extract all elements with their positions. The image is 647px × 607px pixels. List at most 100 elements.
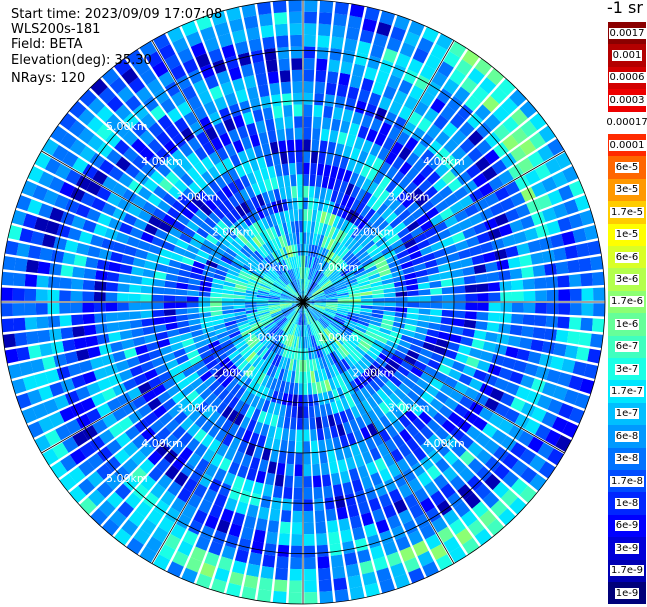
range-gate	[230, 383, 242, 396]
range-gate	[170, 64, 187, 81]
range-gate	[379, 121, 392, 137]
range-gate	[365, 330, 378, 339]
range-gate	[113, 465, 130, 482]
range-gate	[574, 194, 590, 212]
range-gate	[558, 303, 571, 315]
range-gate	[134, 171, 150, 186]
range-gate	[408, 477, 423, 493]
range-gate	[259, 347, 269, 359]
range-gate	[392, 419, 405, 434]
range-gate	[294, 220, 300, 233]
range-gate	[174, 179, 188, 193]
range-gate	[360, 236, 372, 248]
range-gate	[270, 287, 282, 294]
range-gate	[59, 277, 72, 289]
range-gate	[368, 228, 381, 240]
range-gate	[398, 339, 412, 349]
range-gate	[444, 376, 458, 389]
range-gate	[321, 415, 330, 429]
range-gate	[382, 453, 396, 468]
range-gate	[316, 58, 328, 71]
range-gate	[165, 419, 180, 433]
range-gate	[393, 316, 407, 324]
range-gate	[315, 245, 321, 258]
range-gate	[349, 299, 362, 302]
range-gate	[44, 429, 61, 447]
range-gate	[411, 207, 425, 220]
range-gate	[172, 164, 186, 179]
range-gate	[463, 410, 478, 425]
range-gate	[547, 138, 564, 156]
range-gate	[144, 260, 157, 270]
range-gate	[177, 397, 191, 411]
range-gate	[212, 278, 225, 285]
range-gate	[251, 209, 261, 222]
range-gate	[413, 263, 427, 272]
range-gate	[328, 339, 337, 351]
range-gate	[372, 232, 384, 244]
range-gate	[493, 248, 508, 261]
range-gate	[297, 244, 301, 256]
range-gate	[405, 437, 420, 452]
range-gate	[245, 293, 258, 297]
range-gate	[407, 290, 419, 297]
range-gate	[214, 21, 230, 37]
range-gate	[38, 416, 55, 433]
range-gate	[484, 397, 500, 412]
range-gate	[332, 376, 341, 389]
range-gate	[86, 408, 102, 424]
range-gate	[139, 130, 155, 146]
range-gate	[364, 582, 380, 598]
range-gate	[266, 364, 275, 377]
range-gate	[381, 245, 394, 256]
range-gate	[155, 263, 169, 273]
range-gate	[121, 254, 135, 266]
range-gate	[345, 26, 360, 41]
range-gate	[410, 187, 424, 201]
range-gate	[337, 131, 348, 145]
range-gate	[316, 273, 325, 284]
range-gate	[339, 180, 349, 194]
range-gate	[117, 501, 135, 518]
start-time-label: Start time: 2023/09/09 17:07:08	[11, 7, 223, 22]
range-gate	[405, 167, 420, 181]
range-gate	[113, 58, 132, 76]
range-gate	[115, 360, 130, 372]
range-gate	[290, 221, 296, 234]
colorbar-tick: 3e-8	[608, 447, 646, 470]
range-gate	[449, 113, 466, 129]
range-gate	[30, 230, 45, 246]
range-gate	[282, 345, 289, 358]
range-gate	[336, 374, 345, 387]
range-gate	[283, 416, 291, 430]
range-gate	[371, 198, 383, 212]
range-gate	[398, 443, 412, 458]
range-gate	[491, 159, 508, 175]
range-gate	[251, 273, 263, 281]
range-gate	[186, 302, 199, 308]
range-gate	[59, 290, 71, 302]
range-gate	[228, 423, 240, 437]
range-gate	[404, 95, 419, 111]
range-gate	[280, 296, 292, 300]
range-gate	[269, 308, 281, 313]
range-gate	[275, 23, 288, 37]
range-gate	[383, 306, 396, 312]
range-gate	[21, 180, 38, 197]
range-gate	[233, 291, 246, 296]
range-gate	[451, 231, 466, 244]
range-gate	[155, 442, 171, 457]
range-gate	[331, 364, 340, 377]
range-gate	[310, 221, 316, 234]
range-gate	[267, 271, 278, 280]
range-gate	[48, 263, 62, 276]
range-gate	[500, 197, 515, 212]
range-gate	[353, 328, 365, 337]
range-gate	[95, 270, 108, 281]
range-gate	[286, 370, 292, 383]
range-gate	[413, 431, 427, 446]
range-gate	[568, 375, 584, 391]
range-gate	[382, 315, 395, 321]
range-gate	[121, 519, 139, 537]
range-gate	[106, 322, 120, 333]
